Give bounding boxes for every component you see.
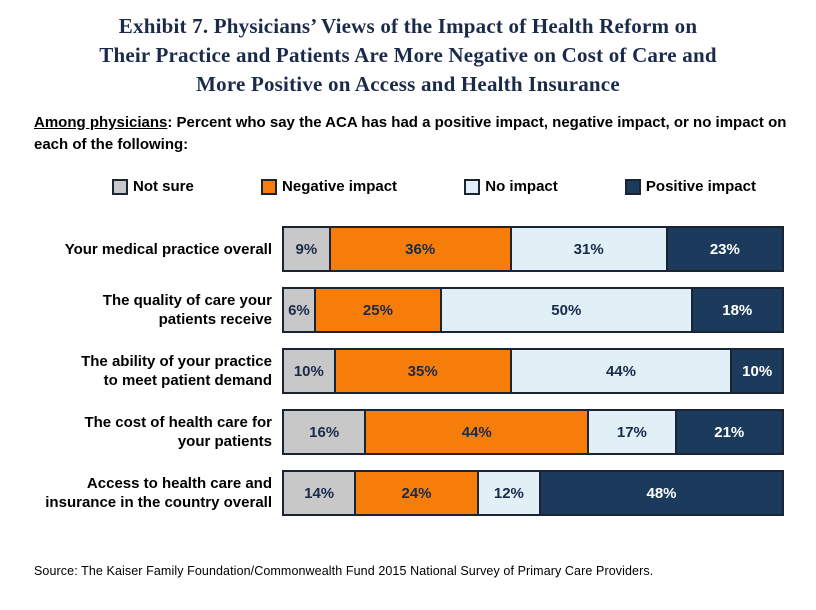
bar-segment-positive-impact: 23% — [665, 226, 784, 273]
row-label: Access to health care and insurance in t… — [45, 474, 272, 512]
row-label: The quality of care your patients receiv… — [102, 291, 272, 329]
bar-segment-no-impact: 31% — [509, 226, 668, 273]
bar-segment-not-sure: 10% — [282, 348, 336, 395]
bar-segment-negative-impact: 36% — [328, 226, 512, 273]
bar-segment-negative-impact: 25% — [313, 287, 443, 334]
chart-row: The ability of your practice to meet pat… — [6, 348, 785, 395]
row-label: Your medical practice overall — [64, 240, 272, 258]
chart-row: Your medical practice overall 9% 36% 31% 23% — [6, 226, 784, 273]
bar-segment-no-impact: 17% — [587, 409, 677, 456]
legend-swatch — [261, 178, 278, 195]
exhibit-title: Exhibit 7. Physicians’ Views of the Impa… — [0, 0, 816, 99]
bar-segment-positive-impact: 18% — [690, 287, 784, 334]
legend-item: Positive impact — [624, 178, 756, 196]
stacked-bar: 14% 24% 12% 48% — [282, 470, 784, 517]
bar-segment-positive-impact: 21% — [674, 409, 784, 456]
chart-legend: Not sure Negative impact No impact Positive… — [112, 178, 756, 195]
row-label: The ability of your practice to meet pat… — [81, 352, 272, 390]
bar-segment-negative-impact: 35% — [333, 348, 512, 395]
bar-segment-negative-impact: 24% — [354, 470, 479, 517]
bar-segment-no-impact: 44% — [509, 348, 733, 395]
bar-segment-negative-impact: 44% — [364, 409, 590, 456]
bar-segment-not-sure: 14% — [282, 470, 357, 517]
legend-swatch — [624, 178, 641, 195]
chart-row: The cost of health care for your patient… — [6, 409, 784, 456]
stacked-bar: 9% 36% 31% 23% — [282, 226, 784, 273]
chart-rows: Your medical practice overall 9% 36% 31% 23%… — [6, 226, 785, 517]
legend-label: Not sure — [133, 178, 194, 196]
legend-swatch — [112, 178, 128, 195]
title-line-2: Their Practice and Patients Are More Neg… — [99, 42, 717, 67]
legend-label: No impact — [485, 178, 558, 196]
stacked-bar: 10% 35% 44% 10% — [282, 348, 785, 395]
bar-segment-positive-impact: 48% — [539, 470, 784, 517]
legend-label: Positive impact — [645, 178, 756, 196]
row-label: The cost of health care for your patient… — [84, 413, 272, 451]
chart-row: Access to health care and insurance in t… — [6, 470, 784, 517]
chart-row: The quality of care your patients receiv… — [6, 287, 784, 334]
bar-segment-no-impact: 50% — [440, 287, 693, 334]
title-line-1: Exhibit 7. Physicians’ Views of the Impa… — [118, 14, 698, 38]
subtitle-rest: : Percent who say the ACA has had a posi… — [34, 113, 787, 153]
legend-swatch — [464, 178, 481, 195]
source-note: Source: The Kaiser Family Foundation/Com… — [34, 564, 654, 578]
legend-item: No impact — [464, 178, 558, 195]
bar-segment-no-impact: 12% — [476, 470, 542, 517]
chart-subtitle: Among physicians: Percent who say the AC… — [34, 112, 788, 156]
stacked-bar: 6% 25% 50% 18% — [282, 287, 784, 334]
bar-segment-positive-impact: 10% — [730, 348, 785, 395]
bar-segment-not-sure: 9% — [282, 226, 331, 273]
stacked-bar: 16% 44% 17% 21% — [282, 409, 784, 456]
bar-segment-not-sure: 16% — [282, 409, 367, 456]
legend-item: Not sure — [112, 178, 194, 195]
bar-segment-not-sure: 6% — [282, 287, 316, 334]
legend-label: Negative impact — [282, 178, 398, 196]
legend-item: Negative impact — [261, 178, 397, 195]
subtitle-lead: Among physicians — [34, 113, 168, 131]
title-line-3: More Positive on Access and Health Insur… — [196, 71, 620, 96]
